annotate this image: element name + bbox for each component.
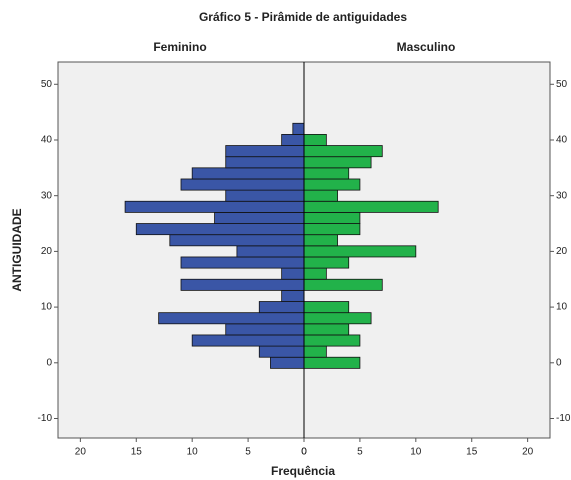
bar bbox=[281, 289, 305, 302]
bar bbox=[303, 167, 350, 180]
bar bbox=[258, 301, 305, 314]
bar bbox=[191, 167, 305, 180]
bar bbox=[303, 323, 350, 336]
y-tick-label: 0 bbox=[46, 357, 52, 368]
bar bbox=[303, 211, 361, 224]
bar bbox=[225, 323, 305, 336]
bar bbox=[303, 134, 327, 146]
bar bbox=[281, 267, 305, 280]
x-tick-label: 20 bbox=[75, 447, 87, 458]
y-tick-label: -10 bbox=[38, 413, 53, 424]
x-tick-label: 15 bbox=[131, 447, 143, 458]
x-tick-label: 10 bbox=[410, 447, 422, 458]
x-tick-label: 0 bbox=[301, 447, 307, 458]
bar bbox=[303, 301, 350, 314]
x-tick-label: 20 bbox=[522, 447, 534, 458]
y-tick-label: 40 bbox=[556, 135, 568, 146]
bar bbox=[303, 334, 361, 347]
bar bbox=[225, 145, 305, 158]
bar bbox=[281, 134, 305, 146]
x-tick-label: 5 bbox=[245, 447, 251, 458]
bar bbox=[191, 334, 305, 347]
x-tick-label: 0 bbox=[301, 447, 307, 458]
bar bbox=[225, 189, 305, 202]
x-axis-title: Frequência bbox=[271, 464, 335, 478]
bar bbox=[303, 356, 361, 369]
bar bbox=[303, 345, 327, 358]
bar bbox=[303, 223, 361, 236]
bar bbox=[303, 267, 327, 280]
bar bbox=[270, 356, 305, 369]
y-tick-label: 10 bbox=[41, 302, 53, 313]
bar bbox=[303, 256, 350, 269]
y-tick-label: 20 bbox=[41, 246, 53, 257]
y-tick-label: 20 bbox=[556, 246, 568, 257]
bar bbox=[303, 245, 417, 258]
bar bbox=[258, 345, 305, 358]
y-tick-label: 40 bbox=[41, 135, 53, 146]
y-tick-label: -10 bbox=[556, 413, 571, 424]
y-tick-label: 30 bbox=[556, 190, 568, 201]
legend-right: Masculino bbox=[397, 40, 456, 54]
bar bbox=[303, 189, 338, 202]
bar bbox=[124, 200, 305, 213]
bar bbox=[180, 278, 305, 291]
y-tick-label: 30 bbox=[41, 190, 53, 201]
bar bbox=[135, 223, 305, 236]
bar bbox=[225, 156, 305, 169]
x-tick-label: 15 bbox=[466, 447, 478, 458]
y-tick-label: 10 bbox=[556, 302, 568, 313]
x-tick-label: 5 bbox=[357, 447, 363, 458]
y-tick-label: 50 bbox=[556, 79, 568, 90]
y-tick-label: 0 bbox=[556, 357, 562, 368]
bar bbox=[292, 122, 305, 135]
bar bbox=[169, 234, 305, 247]
bar bbox=[303, 312, 372, 325]
y-axis-title: ANTIGUIDADE bbox=[10, 208, 24, 291]
x-tick-label: 10 bbox=[187, 447, 199, 458]
bar bbox=[180, 256, 305, 269]
bar bbox=[180, 178, 305, 191]
bar bbox=[303, 178, 361, 191]
legend-left: Feminino bbox=[153, 40, 206, 54]
bar bbox=[214, 211, 305, 224]
bar bbox=[303, 145, 383, 158]
bar bbox=[158, 312, 305, 325]
bar bbox=[303, 200, 439, 213]
bar bbox=[236, 245, 305, 258]
bar bbox=[303, 156, 372, 169]
y-tick-label: 50 bbox=[41, 79, 53, 90]
bar bbox=[303, 234, 338, 247]
chart-title: Gráfico 5 - Pirâmide de antiguidades bbox=[199, 10, 407, 24]
bar bbox=[303, 278, 383, 291]
